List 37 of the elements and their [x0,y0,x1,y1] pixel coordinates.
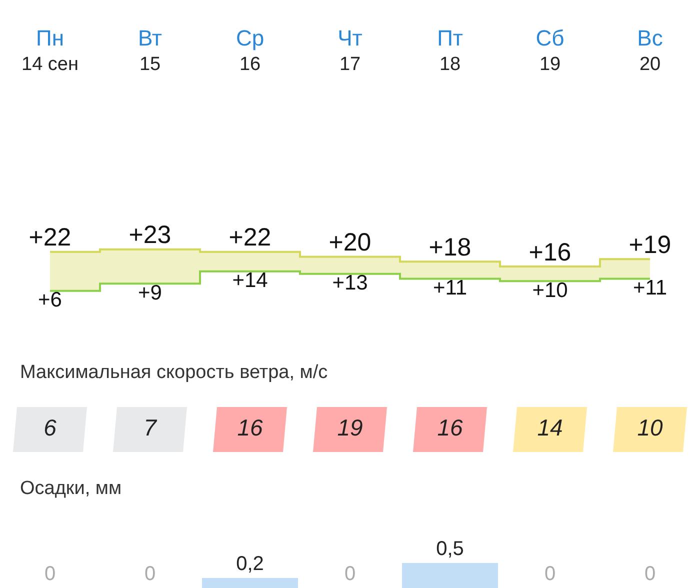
data-label: 0,5 [436,538,464,560]
data-label: +6 [38,288,62,312]
data-label: +14 [232,269,268,292]
chart-title: Осадки, мм [20,478,122,499]
data-label: +13 [332,272,368,295]
data-label: +22 [28,224,72,252]
x-tick-label: Сб 19 [536,26,564,76]
data-label: 0 [344,563,356,585]
data-label: +9 [138,281,162,304]
data-label: +18 [428,233,472,262]
data-label: 0 [144,563,156,585]
data-label: 19 [337,414,363,440]
data-label: 16 [237,414,263,440]
x-tick-label: Чт 17 [338,26,362,76]
x-tick-label: Ср 16 [236,26,264,76]
data-label: 16 [437,414,463,440]
data-label: 7 [144,414,158,440]
x-tick-label: Вс 20 [637,26,663,76]
data-label: +19 [628,230,672,259]
data-label: +11 [632,276,668,300]
x-tick-label: Пт 18 [437,26,463,76]
data-label: 0,2 [236,553,264,575]
data-label: +10 [532,278,568,302]
data-label: 6 [44,414,57,440]
data-label: +20 [328,228,372,256]
data-label: +22 [228,224,272,252]
x-tick-label: Пн 14 сен [22,26,78,76]
data-label: 0 [44,563,56,585]
text: Максимальная скорость ветра, м/с [20,362,328,383]
data-label: 0 [544,563,556,585]
data-label: +23 [128,221,172,250]
data-label: +16 [528,238,572,266]
data-label: 0 [644,563,656,585]
x-tick-label: Вт 15 [138,26,162,76]
data-label: 10 [637,414,663,440]
data-label: +11 [432,276,468,300]
data-label: 14 [537,414,563,440]
